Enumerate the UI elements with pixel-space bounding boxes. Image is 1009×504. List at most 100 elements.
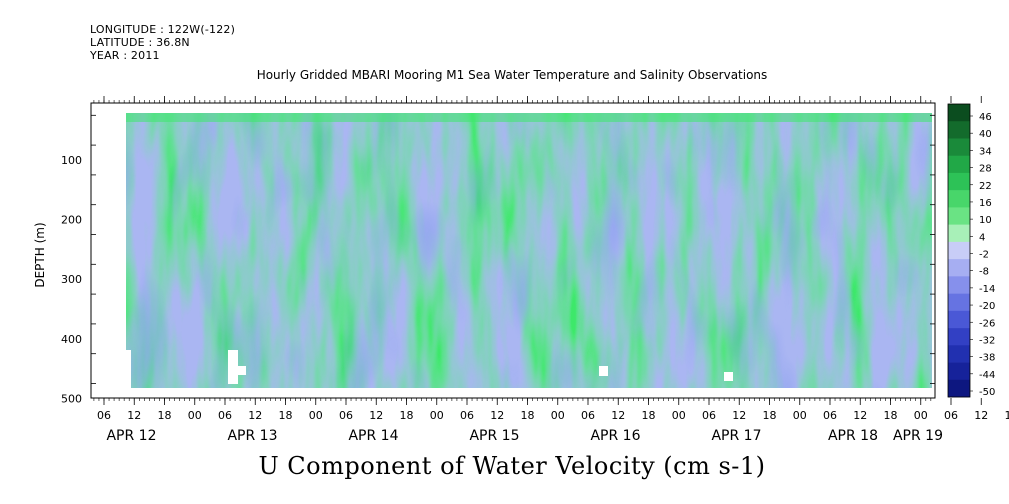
colorbar-swatch	[948, 138, 970, 157]
x-hour-tick-label: 18	[1005, 409, 1009, 422]
variable-title: U Component of Water Velocity (cm s-1)	[258, 452, 766, 480]
colorbar-level-label: -38	[979, 353, 995, 364]
x-hour-tick-label: 06	[944, 409, 958, 422]
y-tick-label: 300	[61, 273, 82, 286]
x-day-label: APR 18	[828, 428, 878, 444]
longitude-label: LONGITUDE : 122W(-122)	[90, 23, 236, 36]
colorbar-swatch	[948, 224, 970, 243]
x-hour-tick-label: 12	[369, 409, 383, 422]
colorbar-level-label: -50	[979, 387, 995, 398]
x-hour-tick-label: 18	[279, 409, 293, 422]
x-day-label: APR 16	[590, 428, 640, 444]
y-tick-label: 500	[61, 392, 82, 405]
x-hour-tick-label: 00	[672, 409, 686, 422]
x-hour-tick-label: 18	[521, 409, 535, 422]
x-hour-tick-label: 12	[127, 409, 141, 422]
colorbar-swatch	[948, 345, 970, 363]
x-hour-tick-label: 12	[611, 409, 625, 422]
missing-data-patch	[228, 350, 238, 384]
colorbar-level-label: -2	[979, 250, 989, 261]
colorbar-swatch	[948, 259, 970, 277]
x-day-label: APR 15	[469, 428, 519, 444]
colorbar-level-label: 10	[979, 215, 992, 226]
x-hour-tick-label: 18	[158, 409, 172, 422]
x-hour-tick-label: 06	[581, 409, 595, 422]
x-day-label: APR 14	[348, 428, 398, 444]
x-hour-tick-label: 00	[551, 409, 565, 422]
colorbar-swatch	[948, 241, 970, 260]
colorbar-swatch	[948, 207, 970, 225]
plot-area	[126, 113, 932, 388]
colorbar-swatch	[948, 276, 970, 294]
colorbar-level-label: -14	[979, 284, 995, 295]
x-day-label: APR 17	[711, 428, 761, 444]
colorbar-swatch	[948, 104, 970, 122]
colorbar-level-label: 16	[979, 198, 992, 209]
velocity-field-negative	[126, 113, 932, 388]
y-axis-label: DEPTH (m)	[33, 222, 47, 287]
colorbar-swatch	[948, 328, 970, 346]
colorbar-swatch	[948, 155, 970, 174]
y-tick-label: 400	[61, 333, 82, 346]
x-hour-tick-label: 06	[823, 409, 837, 422]
top-ticks	[93, 96, 982, 103]
x-hour-tick-label: 00	[430, 409, 444, 422]
x-hour-tick-label: 06	[460, 409, 474, 422]
chart-title: Hourly Gridded MBARI Mooring M1 Sea Wate…	[256, 68, 768, 82]
y-tick-label: 100	[61, 154, 82, 167]
x-hour-tick-label: 06	[702, 409, 716, 422]
x-day-labels: APR 12 APR 13 APR 14 APR 15 APR 16 APR 17 APR …	[106, 428, 943, 444]
x-hour-tick-label: 00	[188, 409, 202, 422]
x-hour-tick-label: 12	[490, 409, 504, 422]
missing-data-patch	[599, 366, 608, 376]
colorbar-swatch	[948, 293, 970, 312]
colorbar-level-label: -44	[979, 370, 995, 381]
x-hour-tick-label: 06	[218, 409, 232, 422]
x-day-label: APR 12	[106, 428, 156, 444]
x-hour-tick-label: 00	[914, 409, 928, 422]
x-hour-tick-label: 18	[884, 409, 898, 422]
colorbar-level-label: 28	[979, 164, 992, 175]
year-label: YEAR : 2011	[90, 49, 160, 62]
colorbar-level-label: -32	[979, 335, 995, 346]
colorbar-swatch	[948, 310, 970, 329]
colorbar-level-label: 22	[979, 181, 992, 192]
x-hour-tick-label: 12	[853, 409, 867, 422]
x-hour-tick-label: 06	[339, 409, 353, 422]
latitude-label: LATITUDE : 36.8N	[90, 36, 190, 49]
x-hour-tick-label: 12	[974, 409, 988, 422]
x-hour-tick-label: 18	[642, 409, 656, 422]
x-hour-tick-label: 06	[97, 409, 111, 422]
colorbar-swatch	[948, 172, 970, 191]
colorbar-level-label: 34	[979, 146, 992, 157]
colorbar-level-label: 46	[979, 112, 992, 123]
plot-frame	[90, 102, 936, 399]
colorbar-frame	[947, 103, 971, 398]
y-tick-label: 200	[61, 214, 82, 227]
colorbar-swatch	[948, 379, 970, 398]
missing-data-patch	[724, 372, 733, 381]
colorbar-level-label: -20	[979, 301, 995, 312]
bottom-ticks	[93, 398, 982, 405]
x-day-label: APR 13	[227, 428, 277, 444]
colorbar-level-label: -8	[979, 267, 989, 278]
missing-data-patch	[126, 350, 131, 388]
x-hour-tick-label: 12	[732, 409, 746, 422]
colorbar-level-label: 4	[979, 232, 985, 243]
x-hour-tick-label: 18	[763, 409, 777, 422]
colorbar: 46 40 34 28 22 16 10 4 -2 -8 -14 -20 -26 -32 -38 -44 -50	[947, 103, 995, 398]
colorbar-level-label: 40	[979, 129, 992, 140]
colorbar-swatch	[948, 362, 970, 381]
x-hour-tick-label: 00	[793, 409, 807, 422]
colorbar-swatch	[948, 190, 970, 208]
surface-band	[126, 113, 932, 122]
x-hour-labels: 06 12 18 00 06 12 18 00 06 12 18 00 06 12 18 00 06 12 18 00…	[97, 409, 1009, 422]
x-day-label: APR 19	[893, 428, 943, 444]
x-hour-tick-label: 12	[248, 409, 262, 422]
colorbar-level-label: -26	[979, 318, 995, 329]
colorbar-swatch	[948, 121, 970, 139]
missing-data-patch	[238, 366, 246, 375]
x-hour-tick-label: 00	[309, 409, 323, 422]
y-axis: 100 200 300 400 500	[61, 114, 935, 405]
